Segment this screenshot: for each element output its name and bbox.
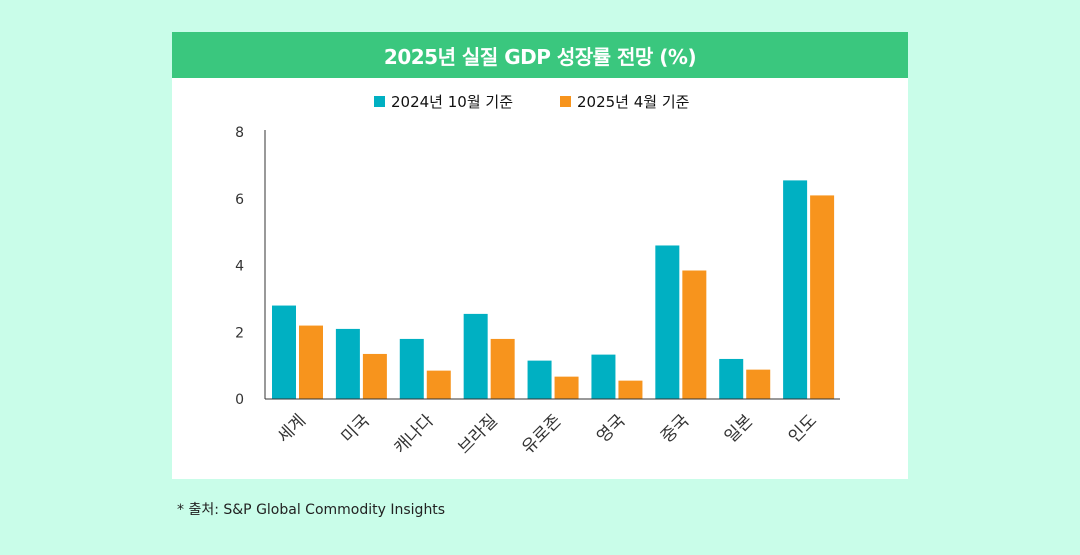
bar-series-1: [335, 328, 360, 399]
bar-series-1: [591, 354, 616, 399]
bar-series-2: [618, 380, 643, 399]
y-tick-label: 2: [235, 325, 244, 341]
bar-series-2: [682, 270, 707, 399]
bar-series-1: [655, 245, 680, 399]
legend-swatch-1: [374, 96, 385, 107]
bar-series-2: [746, 369, 771, 399]
legend-label-2: 2025년 4월 기준: [577, 93, 690, 111]
x-tick-label: 중국: [657, 411, 693, 447]
y-tick-label: 0: [235, 392, 244, 408]
bar-series-2: [554, 376, 579, 399]
x-tick-label: 미국: [338, 411, 374, 447]
bar-series-1: [783, 180, 808, 399]
x-tick-label: 세계: [274, 411, 310, 447]
chart-card: 2025년 실질 GDP 성장률 전망 (%) 2024년 10월 기준 2025…: [172, 32, 908, 479]
y-tick-label: 4: [235, 259, 244, 275]
bar-series-1: [527, 360, 552, 399]
y-tick-label: 6: [235, 192, 244, 208]
bar-series-2: [299, 325, 323, 399]
y-tick-label: 8: [235, 125, 244, 141]
bar-series-1: [463, 313, 488, 399]
bar-series-2: [362, 353, 387, 399]
x-tick-label: 인도: [785, 411, 821, 447]
x-tick-label: 캐나다: [390, 411, 438, 459]
chart-title: 2025년 실질 GDP 성장률 전망 (%): [383, 44, 697, 69]
bar-chart: 2024년 10월 기준 2025년 4월 기준 0 2 4 6 8 세계 미국 캐나다 브라질 유로…: [235, 93, 840, 459]
bar-series-1: [272, 305, 296, 399]
bar-series-1: [399, 338, 424, 399]
bar-series-2: [426, 370, 451, 399]
x-tick-label: 브라질: [454, 411, 501, 458]
bar-series-2: [490, 338, 515, 399]
legend-swatch-2: [560, 96, 571, 107]
x-tick-label: 영국: [593, 411, 629, 447]
x-tick-label: 유로존: [518, 411, 565, 458]
x-tick-label: 일본: [721, 411, 757, 447]
bar-series-2: [810, 195, 835, 399]
bar-series-1: [719, 358, 744, 399]
source-note: * 출처: S&P Global Commodity Insights: [177, 502, 446, 518]
legend-label-1: 2024년 10월 기준: [391, 93, 513, 111]
chart-title-bar: 2025년 실질 GDP 성장률 전망 (%): [172, 32, 908, 78]
